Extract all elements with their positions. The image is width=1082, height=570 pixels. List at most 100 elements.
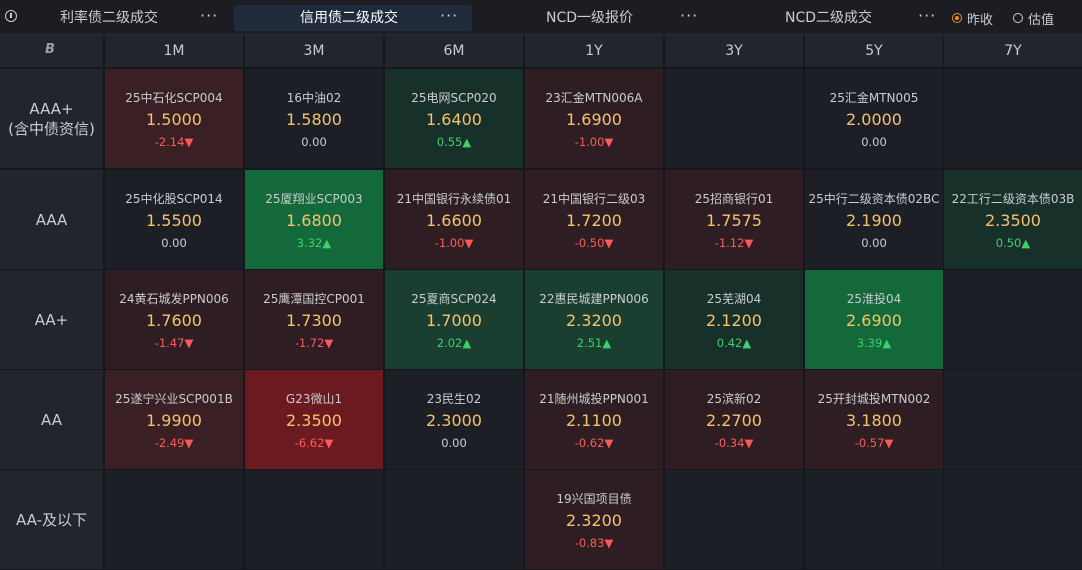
change-value: -0.57 (854, 436, 885, 450)
bond-change: 3.32▲ (245, 236, 383, 250)
empty-cell (245, 470, 383, 569)
change-value: -1.00 (574, 135, 605, 149)
bond-cell[interactable]: 22惠民城建PPN006 2.3200 2.51▲ (525, 270, 663, 369)
empty-cell (944, 470, 1082, 569)
tab-ncd-secondary[interactable]: NCD二级成交 ··· (708, 5, 948, 31)
change-value: -1.00 (434, 236, 465, 250)
bond-change: 0.00 (105, 236, 243, 250)
bond-cell[interactable]: 25中石化SCP004 1.5000 -2.14▼ (105, 69, 243, 168)
more-icon[interactable]: ··· (918, 6, 937, 25)
column-header: 3Y (665, 35, 803, 67)
bond-name: 25开封城投MTN002 (817, 392, 931, 406)
bond-cell[interactable]: 24黄石城发PPN006 1.7600 -1.47▼ (105, 270, 243, 369)
bond-cell[interactable]: 16中油02 1.5800 0.00 (245, 69, 383, 168)
bond-cell[interactable]: 21随州城投PPN001 2.1100 -0.62▼ (525, 370, 663, 469)
column-header: 3M (245, 35, 383, 67)
radio-valuation[interactable]: 估值 (1013, 8, 1054, 28)
down-arrow-icon: ▼ (184, 135, 194, 149)
bond-cell[interactable]: 25汇金MTN005 2.0000 0.00 (805, 69, 943, 168)
bond-cell[interactable]: 23汇金MTN006A 1.6900 -1.00▼ (525, 69, 663, 168)
bond-cell[interactable]: 25鹰潭国控CP001 1.7300 -1.72▼ (245, 270, 383, 369)
bond-cell[interactable]: G23微山1 2.3500 -6.62▼ (245, 370, 383, 469)
bond-name: 25夏商SCP024 (411, 292, 497, 306)
bond-cell[interactable]: 25芜湖04 2.1200 0.42▲ (665, 270, 803, 369)
bond-name: 25汇金MTN005 (829, 91, 919, 105)
bond-name: 23民生02 (426, 392, 482, 406)
bond-cell[interactable]: 25遂宁兴业SCP001B 1.9900 -2.49▼ (105, 370, 243, 469)
bond-cell[interactable]: 25厦翔业SCP003 1.6800 3.32▲ (245, 170, 383, 269)
tab-rate-bond-secondary[interactable]: 利率债二级成交 ··· (22, 5, 232, 31)
empty-cell (665, 470, 803, 569)
radio-label: 估值 (1028, 12, 1055, 28)
bond-name: 22工行二级资本债03B (951, 192, 1075, 206)
row-header-label: AA (41, 410, 62, 429)
bond-yield: 1.7000 (426, 311, 482, 330)
down-arrow-icon: ▼ (604, 536, 614, 550)
bond-cell[interactable]: 21中国银行二级03 1.7200 -0.50▼ (525, 170, 663, 269)
bond-yield: 1.5800 (286, 110, 342, 129)
bond-change: 0.00 (245, 135, 383, 149)
bond-cell[interactable]: 19兴国项目债 2.3200 -0.83▼ (525, 470, 663, 569)
bond-yield: 2.1900 (846, 211, 902, 230)
change-value: -0.50 (574, 236, 605, 250)
change-value: 0.00 (861, 236, 887, 250)
change-value: -0.34 (714, 436, 745, 450)
bond-change: -0.57▼ (805, 436, 943, 450)
change-value: 2.02 (436, 336, 463, 350)
change-value: 3.39 (856, 336, 883, 350)
bond-yield: 1.5000 (146, 110, 202, 129)
more-icon[interactable]: ··· (440, 6, 459, 25)
bond-change: -0.50▼ (525, 236, 663, 250)
bond-change: -1.00▼ (385, 236, 523, 250)
corner-header: B (0, 35, 103, 67)
bond-name: 21中国银行永续债01 (396, 192, 512, 206)
bond-name: 25中行二级资本债02BC (808, 192, 940, 206)
radio-checked-icon[interactable] (952, 13, 962, 23)
bond-cell[interactable]: 25夏商SCP024 1.7000 2.02▲ (385, 270, 523, 369)
bond-change: -6.62▼ (245, 436, 383, 450)
change-value: 0.55 (436, 135, 463, 149)
bond-cell[interactable]: 25淮投04 2.6900 3.39▲ (805, 270, 943, 369)
bond-cell[interactable]: 25电网SCP020 1.6400 0.55▲ (385, 69, 523, 168)
row-header-label: AAA (35, 210, 68, 229)
change-value: -6.62 (294, 436, 325, 450)
empty-cell (805, 470, 943, 569)
up-arrow-icon: ▲ (882, 336, 892, 350)
bond-cell[interactable]: 25中化股SCP014 1.5500 0.00 (105, 170, 243, 269)
bond-cell[interactable]: 25滨新02 2.2700 -0.34▼ (665, 370, 803, 469)
down-arrow-icon: ▼ (744, 436, 754, 450)
change-value: 0.00 (441, 436, 467, 450)
more-icon[interactable]: ··· (680, 6, 699, 25)
column-header: 5Y (805, 35, 943, 67)
bond-change: 2.02▲ (385, 336, 523, 350)
row-header-label: AA+ (34, 310, 69, 329)
change-value: -2.49 (154, 436, 185, 450)
down-arrow-icon: ▼ (884, 436, 894, 450)
bond-cell[interactable]: 23民生02 2.3000 0.00 (385, 370, 523, 469)
down-arrow-icon: ▼ (184, 436, 194, 450)
bond-cell[interactable]: 25中行二级资本债02BC 2.1900 0.00 (805, 170, 943, 269)
row-header: AAA+ (含中债资信) (0, 69, 103, 168)
change-value: 0.00 (861, 135, 887, 149)
radio-close-prev[interactable]: 昨收 (952, 8, 993, 28)
change-value: -0.62 (574, 436, 605, 450)
bond-change: -2.49▼ (105, 436, 243, 450)
down-arrow-icon: ▼ (464, 236, 474, 250)
bond-yield: 1.6600 (426, 211, 482, 230)
tab-ncd-primary-quote[interactable]: NCD一级报价 ··· (474, 5, 706, 31)
tab-credit-bond-secondary[interactable]: 信用债二级成交 ··· (234, 5, 472, 31)
info-icon[interactable] (5, 10, 17, 22)
more-icon[interactable]: ··· (200, 6, 219, 25)
radio-unchecked-icon[interactable] (1013, 13, 1023, 23)
bond-cell[interactable]: 25开封城投MTN002 3.1800 -0.57▼ (805, 370, 943, 469)
bond-yield: 2.3500 (286, 411, 342, 430)
bond-change: -1.00▼ (525, 135, 663, 149)
change-value: -2.14 (154, 135, 185, 149)
bond-cell[interactable]: 22工行二级资本债03B 2.3500 0.50▲ (944, 170, 1082, 269)
bond-yield: 2.6900 (846, 311, 902, 330)
bond-cell[interactable]: 21中国银行永续债01 1.6600 -1.00▼ (385, 170, 523, 269)
up-arrow-icon: ▲ (602, 336, 612, 350)
row-header-label: AAA+ (29, 99, 74, 118)
bond-cell[interactable]: 25招商银行01 1.7575 -1.12▼ (665, 170, 803, 269)
bond-yield: 3.1800 (846, 411, 902, 430)
